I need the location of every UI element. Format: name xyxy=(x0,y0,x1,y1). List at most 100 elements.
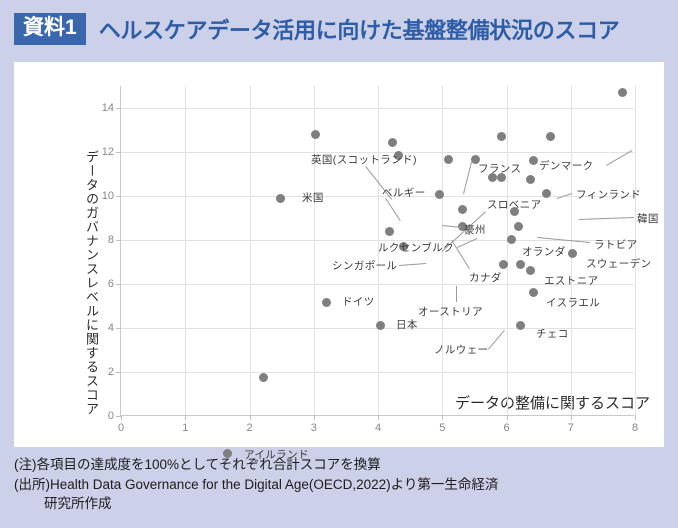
data-point xyxy=(394,150,404,160)
data-point xyxy=(496,132,506,142)
footnote-source-cont: 研究所作成 xyxy=(44,496,112,512)
gridline-horizontal xyxy=(121,372,634,373)
x-tick-mark xyxy=(313,415,315,420)
y-tick-mark xyxy=(116,328,121,329)
data-point xyxy=(399,242,409,252)
x-tick-label: 8 xyxy=(631,422,639,434)
gridline-vertical xyxy=(249,86,251,415)
y-tick-mark xyxy=(116,152,121,153)
x-tick-label: 6 xyxy=(503,422,510,434)
data-point-label: スロベニア xyxy=(487,199,542,211)
y-tick-mark xyxy=(116,196,121,197)
x-tick-label: 3 xyxy=(310,422,317,434)
y-tick-mark xyxy=(116,416,121,417)
data-point-marker xyxy=(525,265,535,275)
data-point xyxy=(444,155,454,165)
y-tick-label: 12 xyxy=(101,146,114,158)
data-point-label: ルクセンブルク xyxy=(378,242,454,254)
data-point-label: ベルギー xyxy=(382,187,426,199)
data-point xyxy=(310,129,320,139)
data-point-marker xyxy=(506,234,516,244)
footnotes: (注)各項目の達成度を100%としてそれぞれ合計スコアを換算 (出所)Healt… xyxy=(14,455,674,514)
x-tick-label: 7 xyxy=(567,422,574,434)
data-point xyxy=(617,88,627,98)
y-tick-label: 2 xyxy=(107,366,114,378)
data-point-label: デンマーク xyxy=(539,160,594,172)
data-point xyxy=(498,259,508,269)
data-point-label: フィンランド xyxy=(576,189,642,201)
data-point xyxy=(487,172,497,182)
data-point-label: 韓国 xyxy=(637,213,659,225)
y-tick-label: 10 xyxy=(101,190,114,202)
data-point-marker xyxy=(375,320,385,330)
page-header: 資料1 ヘルスケアデータ活用に向けた基盤整備状況のスコア xyxy=(0,0,678,58)
x-tick-label: 4 xyxy=(374,422,382,434)
y-tick-label: 6 xyxy=(107,278,114,290)
data-point xyxy=(471,155,481,165)
scatter-plot-area: 0 2 4 6 8 10 12 14 0 1 2 3 4 5 6 7 8 xyxy=(102,86,638,434)
y-axis-title: データのガバナンスレベルに関するスコア xyxy=(84,150,99,416)
gridline-horizontal xyxy=(121,240,634,241)
y-tick-mark xyxy=(116,284,121,285)
label-leader-line xyxy=(456,286,457,302)
data-point-label: 米国 xyxy=(302,192,324,204)
gridline-horizontal xyxy=(121,284,634,285)
data-point-label: アイルランド xyxy=(244,449,309,461)
x-tick-mark xyxy=(442,415,444,420)
gridline-vertical xyxy=(378,86,379,415)
data-point-label: スウェーデン xyxy=(586,258,652,270)
x-tick-label: 1 xyxy=(182,422,189,434)
footnote-note: (注)各項目の達成度を100%としてそれぞれ合計スコアを換算 xyxy=(14,457,381,472)
figure-badge: 資料1 xyxy=(14,13,86,45)
footnote-source: (出所)Health Data Governance for the Digit… xyxy=(14,476,499,492)
data-point-label: フランス xyxy=(478,163,522,175)
data-point-label: チェコ xyxy=(536,328,569,340)
gridline-vertical xyxy=(506,86,508,415)
x-tick-mark xyxy=(570,415,572,420)
data-point-marker xyxy=(515,320,525,330)
y-tick-mark xyxy=(116,240,121,241)
x-tick-mark xyxy=(121,415,122,420)
data-point-marker xyxy=(528,287,538,297)
data-point-marker xyxy=(222,448,232,458)
x-tick-mark xyxy=(249,415,251,420)
gridline-vertical xyxy=(313,86,315,415)
data-point-marker xyxy=(321,297,331,307)
data-point-label: ドイツ xyxy=(342,296,375,308)
x-tick-mark xyxy=(378,415,379,420)
data-point xyxy=(385,226,395,236)
x-tick-mark xyxy=(635,415,636,420)
data-point xyxy=(496,172,506,182)
data-point-label: 英国(スコットランド) xyxy=(311,154,417,166)
data-point-label: ノルウェー xyxy=(434,344,489,356)
data-point-label: カナダ xyxy=(469,272,502,284)
data-point xyxy=(528,156,538,166)
data-point xyxy=(387,137,397,147)
gridline-vertical xyxy=(635,86,636,415)
data-point xyxy=(545,132,555,142)
data-point-label: シンガポール xyxy=(332,260,398,272)
x-tick-mark xyxy=(185,415,187,420)
data-point-label: 日本 xyxy=(396,319,418,331)
data-point xyxy=(458,204,468,214)
data-point xyxy=(458,221,468,231)
y-tick-label: 4 xyxy=(107,322,114,334)
x-tick-label: 5 xyxy=(439,422,446,434)
data-point-label: イスラエル xyxy=(546,297,601,309)
data-point xyxy=(526,175,536,184)
chart-card: データのガバナンスレベルに関するスコア データの整備に関するスコア 0 2 4 6 8 1… xyxy=(14,62,664,460)
gridline-horizontal xyxy=(121,108,634,109)
gridline-horizontal xyxy=(121,196,634,197)
data-point-label: 豪州 xyxy=(464,224,486,236)
gridline-horizontal xyxy=(121,152,634,153)
data-point xyxy=(259,373,269,382)
data-point xyxy=(541,189,551,199)
data-point xyxy=(435,190,445,200)
page-title: ヘルスケアデータ活用に向けた基盤整備状況のスコア xyxy=(98,18,620,43)
data-point-label: エストニア xyxy=(544,275,599,287)
x-tick-mark xyxy=(506,415,508,420)
gridline-vertical xyxy=(185,86,187,415)
x-axis-title: データの整備に関するスコア xyxy=(454,395,650,412)
y-tick-label: 0 xyxy=(107,410,114,422)
data-point-label: ラトビア xyxy=(594,239,638,251)
